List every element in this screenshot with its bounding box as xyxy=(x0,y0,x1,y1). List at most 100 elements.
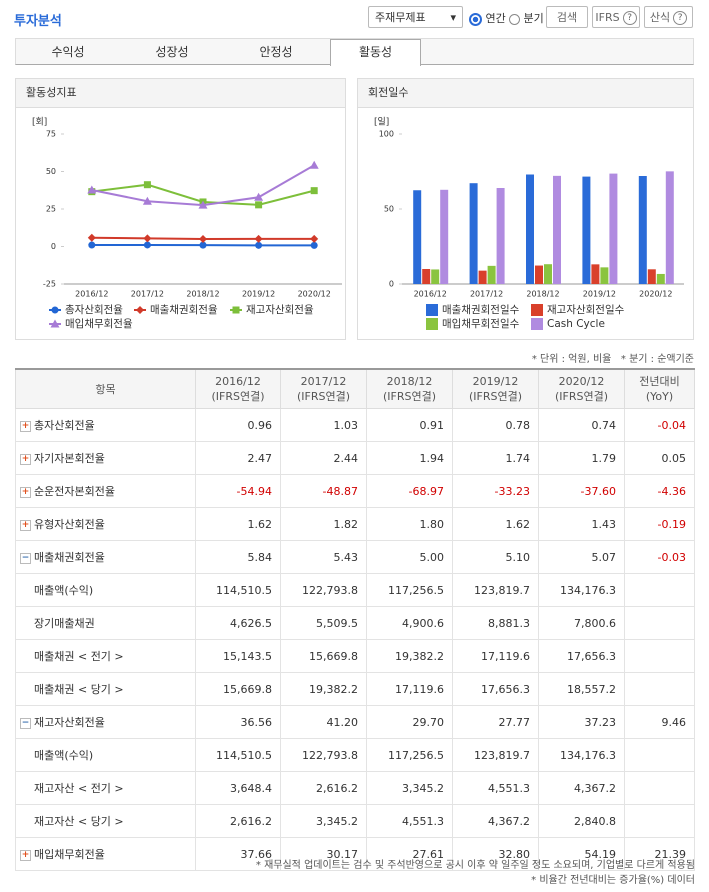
ifrs-button[interactable]: IFRS? xyxy=(592,6,640,28)
marker xyxy=(51,306,59,314)
row-label-cell: + 매입채무회전율 xyxy=(15,837,196,871)
radio-annual[interactable]: 연간 xyxy=(469,10,506,26)
marker xyxy=(232,306,240,314)
toggle-icon[interactable]: + xyxy=(20,486,31,498)
bar xyxy=(553,175,561,284)
value-cell: 2,616.2 xyxy=(195,804,281,838)
radio-quarter[interactable]: 분기 xyxy=(509,10,544,26)
value-cell: 0.74 xyxy=(538,408,625,442)
value-cell: 29.70 xyxy=(366,705,453,739)
marker xyxy=(87,185,97,194)
bar xyxy=(535,265,543,284)
header-period: 2020/12 xyxy=(558,375,605,388)
value-cell: 4,900.6 xyxy=(366,606,453,640)
tab[interactable]: 성장성 xyxy=(155,45,189,59)
marker xyxy=(310,187,318,195)
marker xyxy=(143,241,151,249)
value-cell: 17,656.3 xyxy=(452,672,539,706)
row-label-cell: 매출채권 < 당기 > xyxy=(15,672,196,706)
legend-swatch xyxy=(426,318,438,330)
value-cell: 122,793.8 xyxy=(280,573,367,607)
x-tick-label: 2016/12 xyxy=(414,290,447,299)
y-tick-label: 50 xyxy=(384,205,394,214)
footnote: * 재무실적 업데이트는 검수 및 주석반영으로 공시 이후 약 일주일 정도 … xyxy=(255,860,695,871)
charts: [회] -25 0 25 50 75 2016/12 2017/12 2018/12 2019/1… xyxy=(32,117,684,330)
row-label-cell: + 순운전자본회전율 xyxy=(15,474,196,508)
table-row: − 매출채권회전율 5.84 5.43 5.00 5.10 5.07 -0.03 xyxy=(15,540,695,574)
row-label-cell: − 재고자산회전율 xyxy=(15,705,196,739)
header-basis: (IFRS연결) xyxy=(382,390,437,403)
bar xyxy=(582,176,591,284)
header-basis: (IFRS연결) xyxy=(211,390,265,403)
legend-label: 재고자산회전일수 xyxy=(547,303,625,316)
yoy-cell: 0.05 xyxy=(624,441,695,475)
value-cell: 17,119.6 xyxy=(366,672,453,706)
bar xyxy=(422,269,431,284)
row-label-cell: + 자기자본회전율 xyxy=(15,441,196,475)
value-cell: 27.61 xyxy=(366,837,453,871)
row-label: 총자산회전율 xyxy=(34,419,95,432)
value-cell: 114,510.5 xyxy=(195,573,281,607)
toggle-icon[interactable]: − xyxy=(20,552,31,564)
value-cell: 18,557.2 xyxy=(538,672,625,706)
panel-title: 활동성지표 xyxy=(16,79,345,108)
header-period: 2017/12 xyxy=(300,375,347,388)
tab[interactable]: 활동성 xyxy=(330,39,421,66)
yoy-cell: -4.36 xyxy=(624,474,695,508)
toggle-icon[interactable]: + xyxy=(20,453,31,465)
column-header: 2016/12 (IFRS연결) xyxy=(195,368,281,409)
yoy-cell xyxy=(624,639,695,673)
table-row: 매출채권 < 전기 > 15,143.5 15,669.8 19,382.2 17,11… xyxy=(15,639,695,673)
button-label: 산식 xyxy=(649,11,671,24)
yoy-cell: 21.39 xyxy=(624,837,695,871)
select[interactable]: 주재무제표 ▾ xyxy=(368,6,463,28)
value-cell: -68.97 xyxy=(366,474,453,508)
chart-panel: 활동성지표 xyxy=(15,78,346,340)
table-row: 장기매출채권 4,626.5 5,509.5 4,900.6 8,881.3 7,800.… xyxy=(15,606,695,640)
value-cell: 0.96 xyxy=(195,408,281,442)
y-tick-label: 50 xyxy=(46,167,56,176)
tab[interactable]: 안정성 xyxy=(259,45,293,59)
value-cell: 123,819.7 xyxy=(452,738,539,772)
row-label: 순운전자본회전율 xyxy=(34,485,115,498)
tab[interactable]: 수익성 xyxy=(51,45,85,59)
formula-button[interactable]: 산식? xyxy=(644,6,693,28)
value-cell: 15,143.5 xyxy=(195,639,281,673)
x-tick-label: 2020/12 xyxy=(639,290,672,299)
search-button[interactable]: 검색 xyxy=(546,6,588,28)
value-cell: 5.84 xyxy=(195,540,281,574)
x-tick-label: 2016/12 xyxy=(75,290,108,299)
toggle-icon[interactable]: − xyxy=(20,717,31,729)
legend-label: 재고자산회전율 xyxy=(246,304,314,316)
footnote: * 비율간 전년대비는 증가율(%) 데이터 xyxy=(531,875,695,886)
select-label: 주재무제표 xyxy=(375,11,426,24)
value-cell: -37.60 xyxy=(538,474,625,508)
toggle-icon[interactable]: + xyxy=(20,420,31,432)
row-label-cell: 재고자산 < 당기 > xyxy=(15,804,196,838)
row-label: 매입채무회전율 xyxy=(34,848,105,861)
toggle-icon[interactable]: + xyxy=(20,849,31,861)
x-tick-label: 2019/12 xyxy=(583,290,616,299)
x-tick-label: 2017/12 xyxy=(470,290,503,299)
row-label: 장기매출채권 xyxy=(34,617,95,630)
row-label: 자기자본회전율 xyxy=(34,452,105,465)
x-tick-label: 2017/12 xyxy=(131,290,164,299)
value-cell: 0.91 xyxy=(366,408,453,442)
row-label-cell: 장기매출채권 xyxy=(15,606,196,640)
value-cell: 5,509.5 xyxy=(280,606,367,640)
table-row: + 유형자산회전율 1.62 1.82 1.80 1.62 1.43 -0.19 xyxy=(15,507,695,541)
data-table: 항목 2016/12 (IFRS연결) 2017/12 (IFRS연결) 2018/12 (… xyxy=(15,368,695,871)
value-cell: 37.23 xyxy=(538,705,625,739)
value-cell: 2,840.8 xyxy=(538,804,625,838)
value-cell: 1.74 xyxy=(452,441,539,475)
value-cell: 4,367.2 xyxy=(538,771,625,805)
row-label: 매출채권 < 당기 > xyxy=(34,683,124,696)
value-cell: 5.43 xyxy=(280,540,367,574)
bar xyxy=(478,270,487,284)
value-cell: 1.79 xyxy=(538,441,625,475)
table-row: + 순운전자본회전율 -54.94 -48.87 -68.97 -33.23 -37.60-… xyxy=(15,474,695,508)
x-tick-label: 2020/12 xyxy=(298,290,331,299)
yoy-cell: -0.04 xyxy=(624,408,695,442)
toggle-icon[interactable]: + xyxy=(20,519,31,531)
value-cell: 114,510.5 xyxy=(195,738,281,772)
